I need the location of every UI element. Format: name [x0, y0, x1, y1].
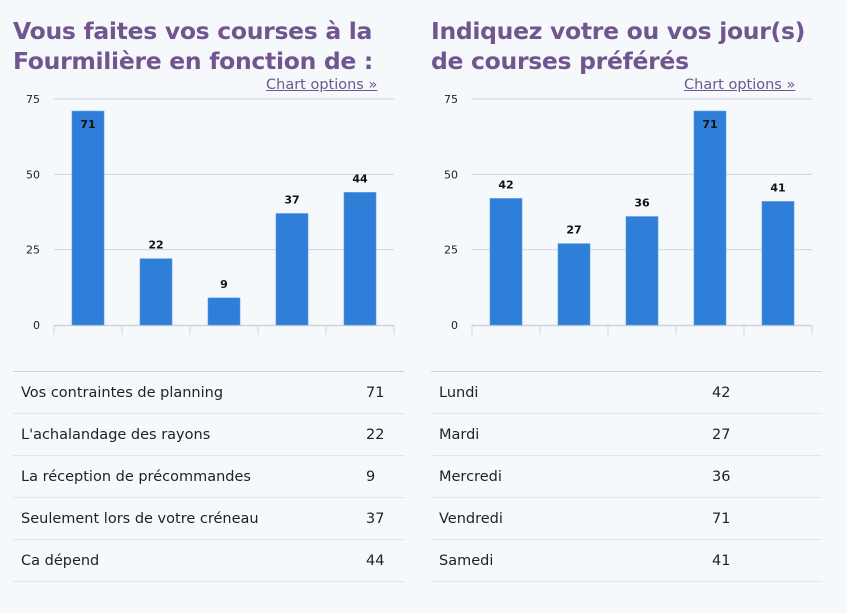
row-value: 37 — [366, 497, 404, 540]
data-label: 71 — [702, 118, 717, 131]
data-label: 36 — [634, 197, 650, 210]
bar-chart: 0 25 50 75 71 22 9 37 44 — [26, 93, 395, 335]
table-row: Mercredi 36 — [431, 455, 822, 498]
data-label: 41 — [770, 181, 785, 194]
row-value: 36 — [712, 455, 822, 498]
row-label: Mardi — [431, 413, 712, 456]
panel-preferred-days: Indiquez votre ou vos jour(s) de courses… — [418, 0, 828, 613]
row-label: Seulement lors de votre créneau — [13, 497, 366, 540]
row-value: 71 — [712, 497, 822, 540]
y-tick-label: 50 — [26, 168, 40, 181]
row-label: Vos contraintes de planning — [13, 371, 366, 414]
row-value: 22 — [366, 413, 404, 456]
row-value: 9 — [366, 455, 404, 498]
data-label: 27 — [566, 224, 581, 237]
panel-shopping-reasons: Vous faites vos courses à la Fourmilière… — [0, 0, 410, 613]
data-label: 9 — [220, 278, 228, 291]
table-row: Ca dépend 44 — [13, 539, 404, 582]
bar-chart: 0 25 50 75 42 27 36 71 41 — [444, 93, 813, 335]
bar — [139, 258, 173, 326]
y-tick-label: 50 — [444, 168, 458, 181]
chart-title: Indiquez votre ou vos jour(s) de courses… — [431, 16, 805, 76]
row-label: Ca dépend — [13, 539, 366, 582]
data-table: Vos contraintes de planning 71 L'achaland… — [13, 371, 404, 582]
row-label: L'achalandage des rayons — [13, 413, 366, 456]
y-tick-label: 0 — [33, 319, 40, 332]
row-label: Samedi — [431, 539, 712, 582]
title-line: Vous faites vos courses à la — [13, 17, 373, 45]
y-tick-label: 75 — [444, 93, 458, 106]
data-table: Lundi 42 Mardi 27 Mercredi 36 Vendredi 71 Sa… — [431, 371, 822, 582]
data-label: 22 — [148, 239, 163, 252]
y-tick-label: 25 — [444, 244, 458, 257]
chart-options-link[interactable]: Chart options » — [684, 77, 796, 93]
chart-options-link[interactable]: Chart options » — [266, 77, 378, 93]
row-value: 42 — [712, 371, 822, 414]
row-label: Vendredi — [431, 497, 712, 540]
table-row: Mardi 27 — [431, 413, 822, 456]
data-label: 37 — [284, 194, 299, 207]
y-tick-label: 0 — [451, 319, 458, 332]
table-row: Vos contraintes de planning 71 — [13, 371, 404, 414]
bar — [275, 213, 309, 326]
table-row: Lundi 42 — [431, 371, 822, 414]
bar — [343, 192, 377, 326]
bar — [489, 198, 523, 326]
row-value: 44 — [366, 539, 404, 582]
bar — [693, 110, 727, 326]
table-row: Vendredi 71 — [431, 497, 822, 540]
row-label: Lundi — [431, 371, 712, 414]
data-label: 42 — [498, 178, 513, 191]
y-tick-label: 25 — [26, 244, 40, 257]
y-tick-label: 75 — [26, 93, 40, 106]
row-value: 71 — [366, 371, 404, 414]
row-label: La réception de précommandes — [13, 455, 366, 498]
row-value: 41 — [712, 539, 822, 582]
table-row: Samedi 41 — [431, 539, 822, 582]
table-row: Seulement lors de votre créneau 37 — [13, 497, 404, 540]
table-row: L'achalandage des rayons 22 — [13, 413, 404, 456]
title-line: Indiquez votre ou vos jour(s) — [431, 17, 806, 45]
bar — [71, 110, 105, 326]
bar — [557, 243, 591, 326]
bar — [625, 216, 659, 326]
data-label: 71 — [80, 118, 95, 131]
row-label: Mercredi — [431, 455, 712, 498]
data-label: 44 — [352, 172, 368, 185]
row-value: 27 — [712, 413, 822, 456]
table-row: La réception de précommandes 9 — [13, 455, 404, 498]
title-line: de courses préférés — [431, 47, 689, 75]
title-line: Fourmilière en fonction de : — [13, 47, 374, 75]
bar — [207, 297, 241, 326]
chart-title: Vous faites vos courses à la Fourmilière… — [13, 16, 373, 76]
bar — [761, 201, 795, 326]
